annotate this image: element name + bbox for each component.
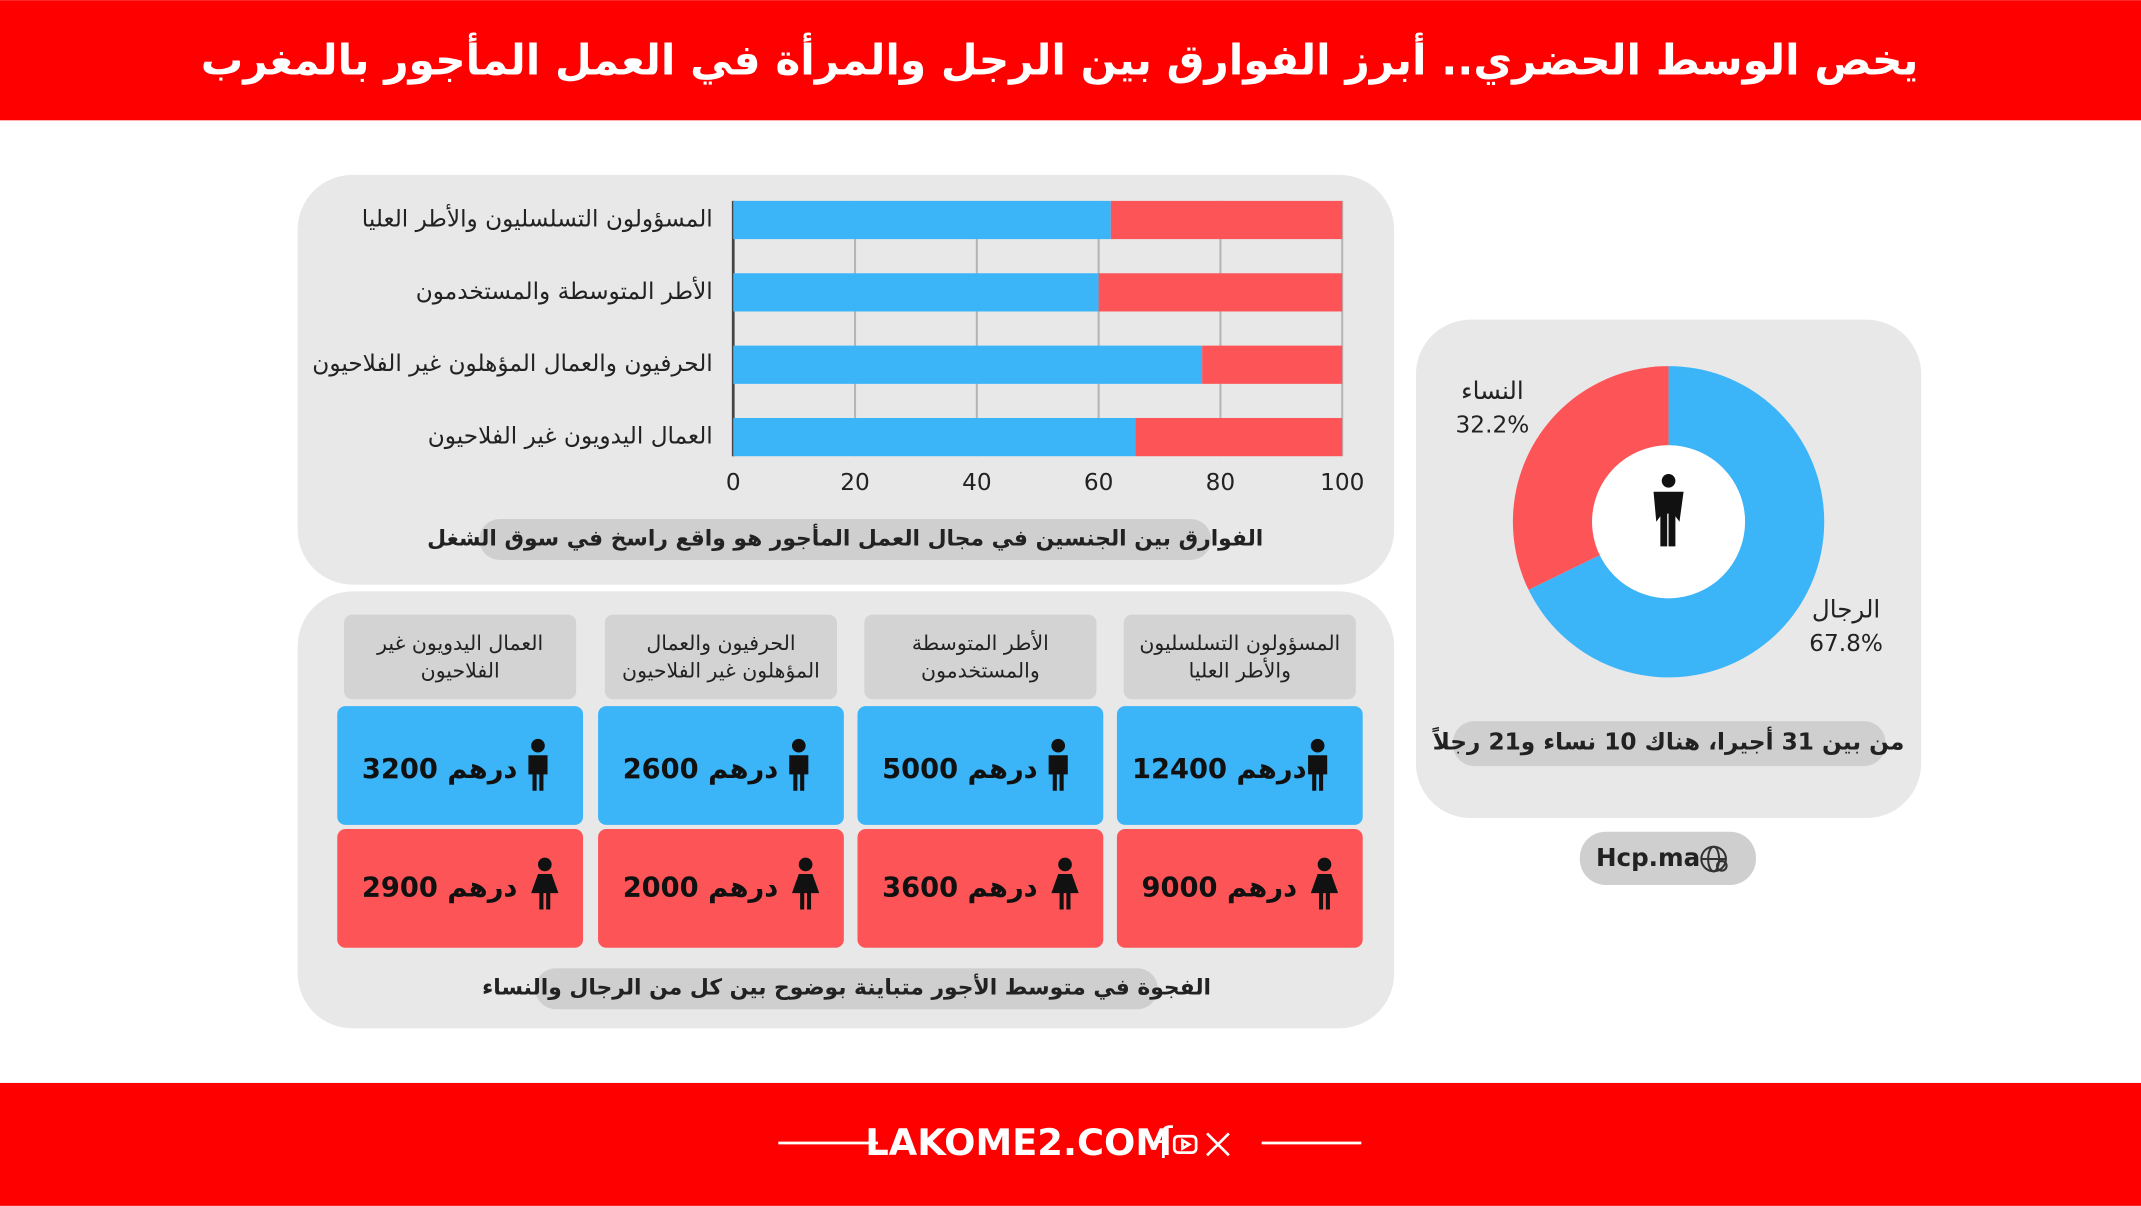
social-icons [1155,1125,1230,1159]
icon-head [531,738,545,753]
source: Hcp.ma [1596,843,1700,872]
donut-slice [1512,366,1669,590]
icon-body [531,874,559,910]
icon-head [791,738,806,753]
column-header: الأطر المتوسطة والمستخدمون [911,630,1049,683]
icon-head [1661,473,1676,488]
man-icon [789,738,809,791]
slice-label: الرجال [1812,595,1880,624]
men-wage: 5000 درهم [882,754,1038,785]
column-header: العمال اليدويون غير الفلاحيون [377,630,544,683]
y-tick-label: العمال اليدويون غير الفلاحيون [428,423,713,450]
bar-segment [733,200,1111,240]
column-header-box [1123,614,1356,700]
icon-body [791,874,820,910]
women-wage: 9000 درهم [1142,873,1298,904]
bar-segment [1098,273,1343,312]
y-tick-label: الأطر المتوسطة والمستخدمون [416,277,713,305]
donut-slice [1528,366,1825,678]
woman-icon [1310,857,1339,910]
icon-body [1308,755,1328,791]
x-tick-label: 40 [962,469,992,496]
column-header-text: الأطر المتوسطة والمستخدمون [911,630,1049,683]
men-cell [337,706,584,825]
wage-note: الفجوة في متوسط الأجور متباينة بوضوح بين… [482,973,1211,1001]
women-wage: 2900 درهم [362,873,518,904]
men-cell [1116,706,1363,825]
men-wage: 12400 درهم [1132,754,1307,785]
column-header-text: الحرفيون والعمال المؤهلون غير الفلاحيون [622,630,820,683]
caption-pill [1452,721,1886,767]
woman-icon [1051,857,1079,910]
women-cell [337,828,584,948]
header-bar [0,0,2141,121]
women-cell [598,828,844,948]
bar-segment [733,345,1203,384]
icon-head [1310,738,1325,753]
icon-body [789,755,809,791]
bar-segment [733,273,1099,312]
icon-body [1310,874,1339,910]
column-header-text: العمال اليدويون غير الفلاحيون [377,630,544,683]
woman-icon [791,857,820,910]
footer-bar [0,1082,2141,1206]
x-tick-label: 80 [1206,469,1236,496]
x-tick-label: 100 [1320,469,1364,496]
men-cell [857,706,1104,825]
person-icon [1653,473,1684,547]
icon-head [1051,738,1066,753]
bar-segment [1202,345,1343,384]
column-header-box [864,614,1097,700]
column-header: الحرفيون والعمال المؤهلون غير الفلاحيون [622,630,820,683]
icon-body [528,755,548,791]
footer-site: LAKOME2.COM [865,1121,1172,1164]
slice-label: النساء [1461,376,1524,405]
women-wage: 2000 درهم [623,873,779,904]
men-wage: 3200 درهم [362,754,518,785]
caption-pill [479,519,1212,560]
x-tick-label: 60 [1084,469,1114,496]
x-tick-label: 20 [840,469,870,496]
pie-note: من بين 31 أجيرا، هناك 10 نساء و21 رجلاً [1432,725,1905,755]
bar-note: الفوارق بين الجنسين في مجال العمل المأجو… [427,523,1263,552]
column-header-text: المسؤولون التسلسليون والأطر العليا [1139,630,1341,683]
caption-pill [535,968,1158,1010]
globe-icon [1700,845,1728,873]
bar-segment [1135,417,1343,457]
icon-head [1058,857,1072,872]
man-icon [1308,738,1328,791]
x-tick-label: 0 [726,469,741,496]
icon-body [1048,755,1068,791]
women-wage: 3600 درهم [882,873,1038,904]
women-cell [1116,828,1363,948]
icon-head [1317,857,1332,872]
men-cell [598,706,844,825]
y-tick-label: الحرفيون والعمال المؤهلون غير الفلاحيون [312,350,712,377]
man-icon [528,738,548,791]
bar-segment [733,417,1136,457]
women-cell [857,828,1104,948]
y-tick-label: المسؤولون التسلسليون والأطر العليا [362,204,713,232]
slice-value: 32.2% [1456,412,1530,439]
icon-body [1051,874,1079,910]
column-header-box [344,614,577,700]
woman-icon [531,857,559,910]
icon-head [798,857,813,872]
column-header-box [604,614,838,700]
icon-body [1653,491,1684,547]
column-header: المسؤولون التسلسليون والأطر العليا [1139,630,1341,683]
bar-segment [1110,200,1343,240]
men-wage: 2600 درهم [623,754,779,785]
slice-value: 67.8% [1809,630,1883,657]
man-icon [1048,738,1068,791]
icon-head [537,857,552,872]
title: يخص الوسط الحضري.. أبرز الفوارق بين الرج… [201,32,1919,85]
